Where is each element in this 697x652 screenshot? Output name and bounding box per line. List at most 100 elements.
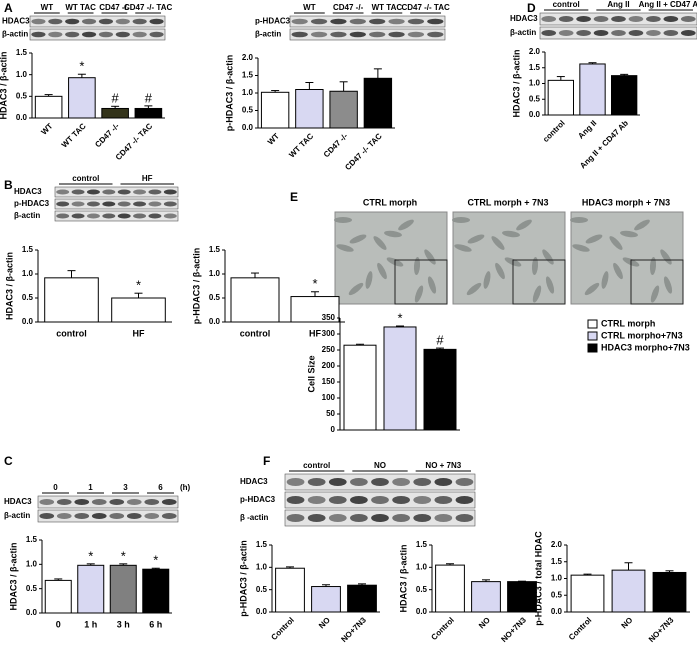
y-tick-label: 1.5 bbox=[209, 245, 221, 254]
blot-band bbox=[109, 499, 125, 505]
x-tick-label: WT TAC bbox=[287, 131, 315, 159]
blot-band bbox=[611, 16, 626, 22]
blot-strip bbox=[54, 186, 179, 198]
blot-band bbox=[56, 201, 70, 207]
x-tick-label: CD47 -/- bbox=[322, 131, 350, 159]
blot-band bbox=[31, 31, 46, 38]
blot-band bbox=[628, 16, 644, 22]
cell bbox=[663, 276, 673, 294]
y-tick-label: 250 bbox=[322, 345, 336, 354]
cell bbox=[424, 249, 436, 265]
x-tick-label: CD47 -/- TAC bbox=[343, 131, 384, 172]
y-tick-label: 0.0 bbox=[22, 317, 34, 326]
micrograph-title: CTRL morph bbox=[363, 197, 417, 207]
bar bbox=[570, 574, 605, 613]
annotation: * bbox=[88, 548, 93, 563]
x-tick-label: HF bbox=[309, 328, 321, 338]
blot-band bbox=[576, 30, 591, 36]
micrograph-title: HDAC3 morph + 7N3 bbox=[582, 197, 670, 207]
blot-row-label: p-HDAC3 bbox=[240, 495, 276, 504]
blot-band bbox=[132, 18, 147, 25]
blot-band bbox=[434, 496, 453, 504]
blot-band bbox=[328, 496, 347, 504]
x-tick-label: 1 h bbox=[84, 619, 97, 629]
blot-band bbox=[71, 213, 85, 219]
x-tick-label: Control bbox=[429, 616, 455, 642]
blot-band bbox=[71, 189, 85, 195]
blot-row-label: p-HDAC3 bbox=[255, 17, 291, 26]
y-tick-label: 1.0 bbox=[551, 574, 563, 583]
blot-band bbox=[161, 499, 177, 505]
y-axis-title: HDAC3 / β-actin bbox=[8, 542, 18, 610]
bar bbox=[329, 90, 358, 129]
blot-group-label: control bbox=[553, 0, 580, 9]
x-tick-label: WT bbox=[266, 131, 281, 146]
y-tick-label: 1.0 bbox=[16, 70, 28, 79]
y-tick-label: 0.5 bbox=[209, 293, 221, 302]
blot-band bbox=[371, 514, 389, 522]
y-axis-title: p-HDAC3 / total HDAC bbox=[533, 531, 543, 626]
cell bbox=[650, 285, 660, 303]
blot-row-label: β-actin bbox=[255, 30, 281, 39]
blot-band bbox=[350, 496, 368, 504]
blot-group-label: 0 bbox=[53, 483, 58, 492]
cell bbox=[531, 257, 539, 275]
y-axis-title: p-HDAC3 / β-actin bbox=[238, 540, 248, 617]
x-tick-label: CD47 -/- bbox=[93, 121, 121, 149]
cell bbox=[466, 282, 482, 296]
blot-band bbox=[328, 478, 347, 486]
y-tick-label: 0.5 bbox=[551, 590, 563, 599]
y-tick-label: 0 bbox=[331, 425, 336, 434]
bar bbox=[311, 586, 341, 613]
blot-band bbox=[126, 513, 142, 519]
blot-row-label: β -actin bbox=[240, 513, 269, 522]
blot-band bbox=[455, 496, 474, 504]
cell bbox=[454, 244, 472, 252]
cell bbox=[414, 285, 424, 303]
cell bbox=[601, 271, 609, 289]
blot-band bbox=[81, 18, 97, 25]
blot-band bbox=[286, 478, 305, 486]
blot-band bbox=[133, 201, 147, 207]
blot-row-label: β-actin bbox=[2, 30, 28, 39]
bar bbox=[295, 89, 324, 129]
blot-band bbox=[102, 213, 116, 219]
blot-band bbox=[74, 513, 90, 519]
x-tick-label: control bbox=[240, 328, 271, 338]
panel-letter: E bbox=[290, 190, 298, 204]
bar bbox=[611, 75, 638, 116]
blot-band bbox=[115, 18, 130, 25]
blot-band bbox=[407, 31, 425, 38]
y-tick-label: 0.0 bbox=[529, 110, 541, 119]
blot-band bbox=[291, 18, 308, 25]
bar bbox=[423, 348, 457, 431]
blot-band bbox=[74, 499, 90, 505]
blot-row-label: HDAC3 bbox=[4, 497, 32, 506]
blot-group-label: NO bbox=[374, 461, 386, 470]
y-tick-label: 2.0 bbox=[551, 540, 563, 549]
blot-row-label: β-actin bbox=[4, 511, 30, 520]
bar bbox=[363, 77, 393, 129]
bar bbox=[611, 569, 646, 613]
blot-band bbox=[148, 201, 162, 207]
panel-letter: C bbox=[4, 454, 13, 468]
y-tick-label: 0.0 bbox=[242, 123, 254, 132]
blot-band bbox=[328, 514, 347, 522]
blot-band bbox=[148, 213, 162, 219]
y-tick-label: 0.5 bbox=[416, 585, 428, 594]
y-tick-label: 0.0 bbox=[26, 608, 38, 617]
bar bbox=[34, 95, 63, 119]
x-tick-label: Control bbox=[567, 616, 593, 642]
blot-band bbox=[56, 513, 72, 519]
blot-band bbox=[349, 31, 366, 38]
blot-band bbox=[413, 496, 432, 504]
bar bbox=[275, 567, 305, 613]
blot-band bbox=[628, 30, 644, 36]
blot-band bbox=[392, 514, 410, 522]
cell bbox=[542, 249, 554, 265]
blot-band bbox=[133, 189, 147, 195]
blot-band bbox=[369, 31, 386, 38]
y-tick-label: 1.0 bbox=[529, 79, 541, 88]
cell bbox=[584, 282, 600, 296]
